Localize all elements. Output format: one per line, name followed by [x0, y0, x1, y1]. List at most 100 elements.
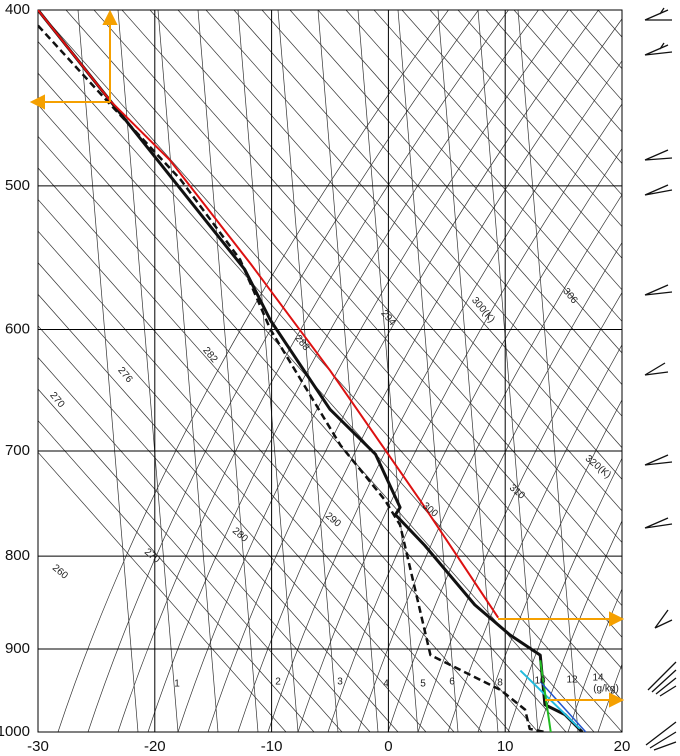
- x-tick-label: -10: [261, 738, 283, 755]
- wind-barb: [647, 661, 677, 697]
- adiabat: [267, 60, 622, 732]
- mixing-ratio: [317, 10, 379, 732]
- mixing-ratio: [437, 10, 499, 732]
- isopleth-label: 280: [230, 526, 250, 545]
- isotherm-slant: [289, 10, 622, 386]
- wind-barb: [644, 284, 673, 296]
- x-tick-label: 10: [497, 738, 514, 755]
- profile-line: [38, 24, 546, 732]
- mixing-ratio: [157, 10, 219, 732]
- profile-line: [539, 681, 587, 732]
- adiabat: [237, 18, 622, 732]
- isotherm-slant: [38, 10, 622, 670]
- x-tick-label: -20: [144, 738, 166, 755]
- isopleth-label: 3: [337, 677, 343, 688]
- isopleth-label: 10: [534, 676, 546, 687]
- adiabat: [658, 0, 680, 732]
- isopleth-label: 8: [497, 678, 503, 689]
- isopleth-label: 310: [507, 483, 527, 502]
- isotherm-slant: [317, 10, 622, 354]
- x-tick-label: -30: [27, 738, 49, 755]
- y-tick-label: 400: [5, 1, 30, 18]
- mixing-ratio: [397, 10, 459, 732]
- adiabat: [537, 520, 622, 732]
- y-tick-label: 800: [5, 547, 30, 564]
- adiabat: [147, 10, 539, 732]
- adiabat: [417, 291, 622, 732]
- adiabat: [177, 10, 569, 732]
- isotherm-slant: [38, 356, 371, 732]
- isotherm-slant: [65, 10, 622, 638]
- isopleth-label: 282: [200, 345, 219, 365]
- isotherm-slant: [38, 72, 622, 732]
- wind-barb: [644, 149, 673, 161]
- isotherm-slant: [93, 10, 622, 607]
- isotherm-slant: [233, 10, 622, 449]
- adiabat: [447, 344, 622, 732]
- mixing-ratio: [517, 10, 579, 732]
- adiabat: [477, 399, 622, 732]
- adiabat: [87, 10, 479, 732]
- isotherm-slant: [513, 10, 622, 133]
- isotherm-slant: [38, 293, 427, 732]
- isotherm-slant: [38, 167, 539, 732]
- x-tick-label: 0: [384, 738, 392, 755]
- isopleth-label: 294: [378, 308, 397, 328]
- adiabat: [327, 148, 622, 732]
- isopleth-label: 4: [383, 679, 389, 690]
- isotherm-slant: [149, 10, 622, 544]
- isopleth-label: 270: [47, 390, 66, 410]
- isotherm-slant: [38, 325, 399, 732]
- isotherm-slant: [38, 451, 287, 732]
- mixing-ratio: [477, 10, 539, 732]
- adiabat: [117, 10, 509, 732]
- adiabat: [57, 10, 449, 732]
- arrow-head: [29, 94, 45, 110]
- isotherm-slant: [345, 10, 622, 322]
- arrow-head: [609, 692, 625, 708]
- y-tick-label: 900: [5, 640, 30, 657]
- y-tick-label: 700: [5, 442, 30, 459]
- isotherm-slant: [121, 10, 622, 575]
- wind-barb: [644, 42, 673, 56]
- wind-barb: [654, 609, 673, 629]
- isopleth-label: 2: [275, 677, 281, 688]
- isotherm-slant: [38, 198, 511, 732]
- isopleth-label: 12: [566, 675, 578, 686]
- wind-barbs: [644, 7, 677, 751]
- grid: [37, 9, 623, 733]
- y-tick-label: 1000: [0, 723, 30, 740]
- adiabat: [207, 10, 599, 732]
- isopleth-label: 1: [174, 679, 180, 690]
- isotherm-slant: [38, 104, 595, 732]
- isotherm-slant: [261, 10, 622, 417]
- isopleth-label: 14: [592, 673, 604, 684]
- mixing-ratio: [117, 10, 179, 732]
- labels: 400 500 600 700 800 900 1000-30 -20 -10 0 10 20 270 2…: [0, 1, 630, 755]
- mixing-ratio: [277, 10, 339, 732]
- isopleth-label: 260: [50, 563, 70, 582]
- y-tick-label: 600: [5, 320, 30, 337]
- adiabat: [387, 242, 622, 732]
- isotherm-slant: [401, 10, 622, 259]
- isopleth-label: 306: [560, 286, 579, 306]
- wind-barb: [644, 184, 673, 196]
- isopleth-label: 6: [449, 677, 455, 688]
- profile-line: [539, 660, 552, 732]
- wind-barb: [644, 517, 673, 529]
- isopleth-label: 290: [323, 511, 343, 530]
- adiabat: [567, 587, 622, 732]
- isotherm-slant: [38, 262, 455, 732]
- isopleth-label: (g/kg): [593, 684, 619, 695]
- isotherm-slant: [177, 10, 622, 512]
- mixing-ratio: [197, 10, 259, 732]
- isotherm-slant: [38, 420, 315, 732]
- wind-barb: [644, 7, 672, 21]
- isotherm-slant: [38, 230, 483, 732]
- isotherm-slant: [38, 388, 343, 732]
- isotherm-slant: [457, 10, 622, 196]
- isopleth-label: 288: [292, 333, 311, 353]
- wind-barb: [644, 454, 673, 466]
- isotherm-slant: [429, 10, 622, 228]
